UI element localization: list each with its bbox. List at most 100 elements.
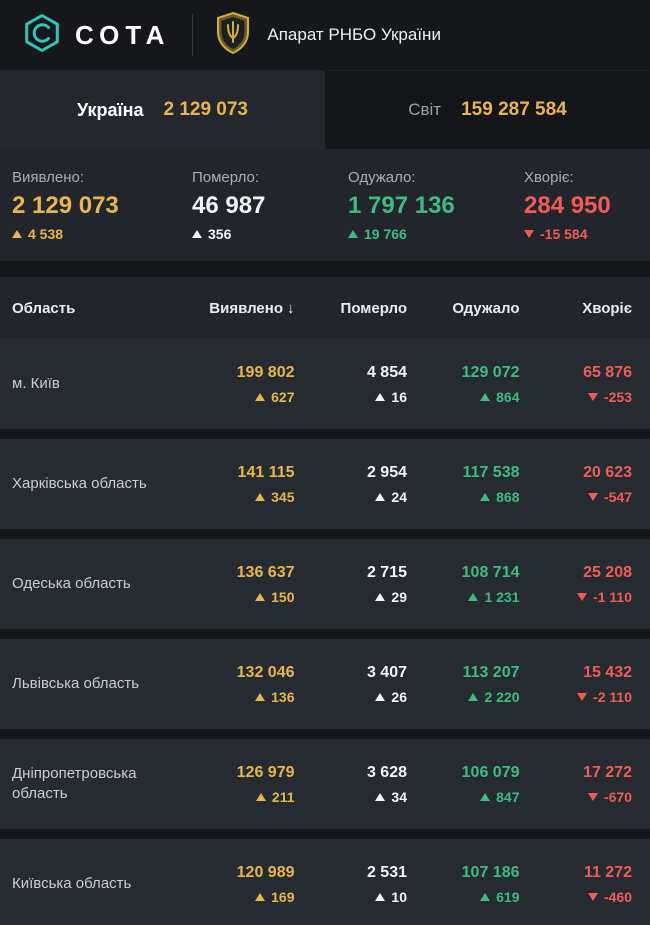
delta-arrow-icon bbox=[587, 792, 598, 801]
tab-ukraine-label: Україна bbox=[76, 99, 144, 120]
header-region[interactable]: Область bbox=[12, 299, 76, 317]
recovered-value: 113 207 bbox=[462, 663, 520, 681]
died-delta: 26 bbox=[391, 688, 407, 705]
sort-desc-icon: ↓ bbox=[287, 299, 295, 317]
table-row[interactable]: Дніпропетровська область 126 979 211 3 6… bbox=[0, 739, 650, 829]
delta-arrow-icon bbox=[468, 592, 479, 601]
delta-arrow-icon bbox=[587, 892, 598, 901]
delta-arrow-icon bbox=[255, 592, 266, 601]
detected-cell: 136 637 150 bbox=[182, 564, 295, 605]
org-block: Апарат РНБО України bbox=[215, 11, 441, 59]
detected-cell: 141 115 345 bbox=[182, 464, 295, 505]
sick-cell: 11 272 -460 bbox=[520, 864, 632, 905]
summary-sick-delta: -15 584 bbox=[540, 225, 588, 242]
detected-delta: 136 bbox=[271, 688, 295, 705]
header-recovered[interactable]: Одужало bbox=[452, 299, 520, 317]
national-summary: Виявлено: 2 129 073 4 538 Померло: 46 98… bbox=[0, 149, 650, 261]
detected-delta: 169 bbox=[271, 888, 295, 905]
table-row[interactable]: м. Київ 199 802 627 4 854 16 129 072 864… bbox=[0, 339, 650, 429]
detected-cell: 132 046 136 bbox=[182, 664, 295, 705]
top-header: СОТА Апарат РНБО України bbox=[0, 0, 650, 71]
delta-arrow-icon bbox=[255, 692, 266, 701]
summary-died-delta: 356 bbox=[208, 225, 232, 242]
section-divider bbox=[0, 261, 650, 277]
table-row[interactable]: Одеська область 136 637 150 2 715 29 108… bbox=[0, 539, 650, 629]
delta-arrow-icon bbox=[480, 892, 491, 901]
table-row[interactable]: Львівська область 132 046 136 3 407 26 1… bbox=[0, 639, 650, 729]
detected-delta: 627 bbox=[271, 388, 295, 405]
scope-tabs: Україна 2 129 073 Світ 159 287 584 bbox=[0, 71, 650, 149]
delta-arrow-icon bbox=[255, 892, 266, 901]
sick-cell: 65 876 -253 bbox=[520, 364, 632, 405]
sick-cell: 17 272 -670 bbox=[520, 763, 632, 805]
delta-arrow-icon bbox=[577, 592, 588, 601]
table-row[interactable]: Київська область 120 989 169 2 531 10 10… bbox=[0, 839, 650, 925]
delta-arrow-icon bbox=[255, 792, 266, 801]
org-name: Апарат РНБО України bbox=[267, 25, 441, 44]
detected-delta: 345 bbox=[271, 488, 295, 505]
table-row[interactable]: Харківська область 141 115 345 2 954 24 … bbox=[0, 439, 650, 529]
header-sick[interactable]: Хворіє bbox=[582, 299, 632, 317]
detected-value: 120 989 bbox=[236, 863, 295, 881]
region-name: Київська область bbox=[12, 874, 132, 892]
delta-arrow-icon bbox=[375, 492, 386, 501]
recovered-delta: 619 bbox=[496, 888, 520, 905]
died-value: 4 854 bbox=[366, 363, 407, 381]
sick-delta: -670 bbox=[603, 788, 632, 805]
recovered-cell: 107 186 619 bbox=[407, 864, 520, 905]
recovered-value: 129 072 bbox=[461, 363, 520, 381]
summary-died-label: Померло: bbox=[192, 168, 260, 186]
delta-arrow-icon bbox=[375, 692, 386, 701]
delta-arrow-icon bbox=[587, 392, 598, 401]
header-detected[interactable]: Виявлено ↓ bbox=[209, 299, 295, 317]
delta-arrow-icon bbox=[375, 592, 386, 601]
header-divider bbox=[192, 14, 194, 56]
summary-recovered: Одужало: 1 797 136 19 766 bbox=[348, 169, 524, 242]
delta-arrow-icon bbox=[375, 392, 386, 401]
detected-cell: 199 802 627 bbox=[182, 364, 295, 405]
died-delta: 34 bbox=[391, 788, 407, 805]
summary-sick-label: Хворіє: bbox=[524, 168, 574, 186]
died-delta: 24 bbox=[391, 488, 407, 505]
summary-died-value: 46 987 bbox=[192, 191, 266, 219]
died-value: 2 954 bbox=[366, 463, 407, 481]
delta-down-icon bbox=[524, 229, 534, 238]
summary-detected-delta: 4 538 bbox=[28, 225, 64, 242]
header-died[interactable]: Померло bbox=[340, 299, 407, 317]
tab-ukraine[interactable]: Україна 2 129 073 bbox=[0, 71, 325, 149]
sick-value: 15 432 bbox=[583, 663, 632, 681]
sick-value: 20 623 bbox=[583, 463, 632, 481]
delta-arrow-icon bbox=[577, 692, 588, 701]
delta-arrow-icon bbox=[480, 492, 491, 501]
recovered-delta: 1 231 bbox=[484, 588, 520, 605]
summary-detected-value: 2 129 073 bbox=[12, 191, 119, 219]
tab-world-value: 159 287 584 bbox=[461, 99, 567, 120]
died-cell: 2 715 29 bbox=[295, 564, 407, 605]
delta-up-icon bbox=[348, 229, 358, 238]
summary-died: Померло: 46 987 356 bbox=[192, 169, 348, 242]
delta-arrow-icon bbox=[255, 392, 266, 401]
died-cell: 3 628 34 bbox=[295, 764, 407, 805]
detected-delta: 150 bbox=[271, 588, 295, 605]
summary-recovered-delta: 19 766 bbox=[364, 225, 407, 242]
died-cell: 2 531 10 bbox=[295, 864, 407, 905]
sick-delta: -547 bbox=[603, 488, 632, 505]
summary-detected: Виявлено: 2 129 073 4 538 bbox=[12, 169, 192, 242]
region-name: Одеська область bbox=[12, 574, 131, 592]
sick-delta: -460 bbox=[603, 888, 632, 905]
detected-cell: 126 979 211 bbox=[182, 764, 295, 805]
sick-value: 17 272 bbox=[583, 763, 632, 781]
recovered-delta: 847 bbox=[496, 788, 520, 805]
died-delta: 29 bbox=[391, 588, 407, 605]
tab-world[interactable]: Світ 159 287 584 bbox=[325, 71, 650, 149]
delta-arrow-icon bbox=[255, 492, 266, 501]
sota-logo: СОТА bbox=[22, 13, 170, 58]
delta-up-icon bbox=[192, 229, 202, 238]
sick-cell: 20 623 -547 bbox=[520, 463, 632, 505]
region-name: Харківська область bbox=[12, 474, 147, 492]
died-delta: 16 bbox=[391, 388, 407, 405]
delta-up-icon bbox=[12, 229, 22, 238]
delta-arrow-icon bbox=[480, 792, 491, 801]
sick-delta: -253 bbox=[603, 388, 632, 405]
